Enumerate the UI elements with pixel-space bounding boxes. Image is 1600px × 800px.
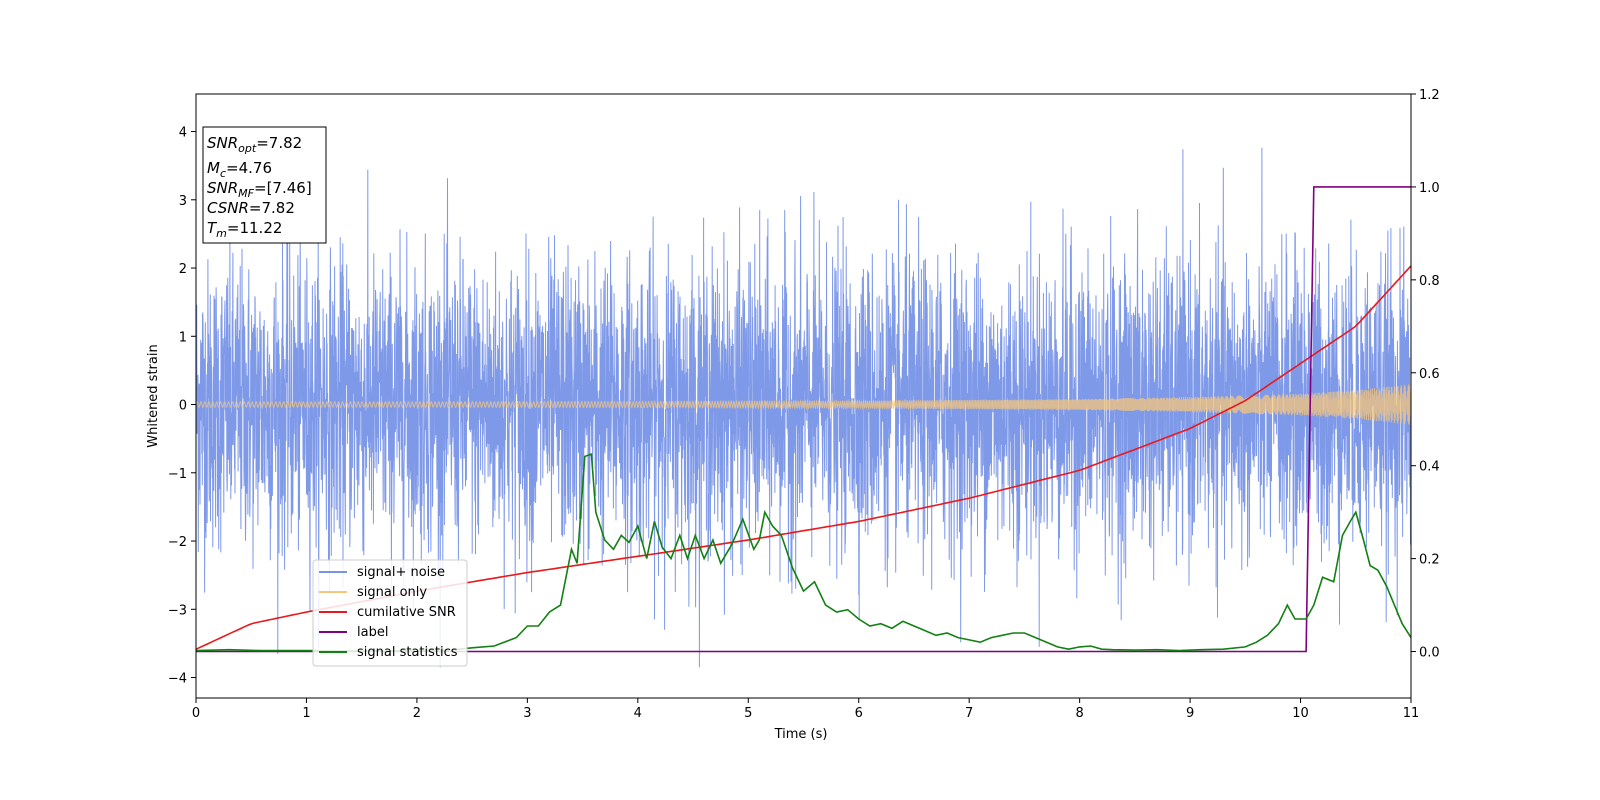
x-tick-label: 7 bbox=[965, 706, 973, 721]
legend: signal+ noise signal only cumilative SNR… bbox=[312, 559, 468, 667]
y-tick-label: −3 bbox=[168, 603, 187, 618]
info-tm: Tm=11.22 bbox=[207, 219, 282, 240]
x-tick-label: 1 bbox=[302, 706, 310, 721]
y2-tick-label: 0.8 bbox=[1419, 274, 1440, 289]
y-tick-label: 2 bbox=[179, 262, 187, 277]
x-tick-label: 3 bbox=[523, 706, 531, 721]
plot-frame bbox=[195, 93, 1412, 699]
info-csnr: CSNR=7.82 bbox=[207, 199, 295, 217]
series-signal-noise bbox=[196, 147, 1411, 668]
info-chirp-mass: Mc=4.76 bbox=[207, 159, 272, 180]
x-tick-label: 8 bbox=[1075, 706, 1083, 721]
info-snr-mf: SNRMF=[7.46] bbox=[207, 179, 312, 200]
legend-label-signal-noise: signal+ noise bbox=[357, 565, 445, 580]
y-tick-label: 3 bbox=[179, 194, 187, 209]
x-tick-label: 4 bbox=[634, 706, 642, 721]
series-signal-only bbox=[196, 384, 1411, 425]
x-tick-label: 11 bbox=[1403, 706, 1420, 721]
x-tick-label: 9 bbox=[1186, 706, 1194, 721]
y-tick-label: −2 bbox=[168, 535, 187, 550]
x-tick-label: 6 bbox=[855, 706, 863, 721]
y2-tick-label: 0.2 bbox=[1419, 553, 1440, 568]
y-axis-left: −4 −3 −2 −1 0 1 2 3 4 bbox=[168, 126, 196, 687]
y-tick-label: 1 bbox=[179, 330, 187, 345]
info-snr-opt: SNRopt=7.82 bbox=[207, 134, 302, 155]
y2-tick-label: 0.4 bbox=[1419, 460, 1440, 475]
y2-tick-label: 0.6 bbox=[1419, 367, 1440, 382]
series-label bbox=[196, 186, 1411, 653]
x-axis: 0 1 2 3 4 5 6 7 8 9 10 11 bbox=[192, 698, 1419, 721]
y-axis-right: 0.0 0.2 0.4 0.6 0.8 1.0 1.2 bbox=[1411, 88, 1440, 661]
x-tick-label: 0 bbox=[192, 706, 200, 721]
y-axis-label: Whitened strain bbox=[146, 344, 161, 447]
x-tick-label: 2 bbox=[413, 706, 421, 721]
y-tick-label: 0 bbox=[179, 399, 187, 414]
y-tick-label: −1 bbox=[168, 467, 187, 482]
y-tick-label: −4 bbox=[168, 672, 187, 687]
y-tick-label: 4 bbox=[179, 126, 187, 141]
x-tick-label: 5 bbox=[744, 706, 752, 721]
y2-tick-label: 1.0 bbox=[1419, 181, 1440, 196]
series-signal-statistics bbox=[196, 453, 1411, 652]
legend-label-signal-statistics: signal statistics bbox=[357, 645, 458, 660]
x-tick-label: 10 bbox=[1292, 706, 1309, 721]
legend-label-label: label bbox=[357, 625, 388, 640]
legend-label-signal-only: signal only bbox=[357, 585, 427, 600]
y2-tick-label: 0.0 bbox=[1419, 646, 1440, 661]
legend-label-cumulative-snr: cumilative SNR bbox=[357, 605, 456, 620]
y2-tick-label: 1.2 bbox=[1419, 88, 1440, 103]
x-axis-label: Time (s) bbox=[774, 727, 828, 742]
info-box: SNRopt=7.82 Mc=4.76 SNRMF=[7.46] CSNR=7.… bbox=[202, 126, 327, 244]
